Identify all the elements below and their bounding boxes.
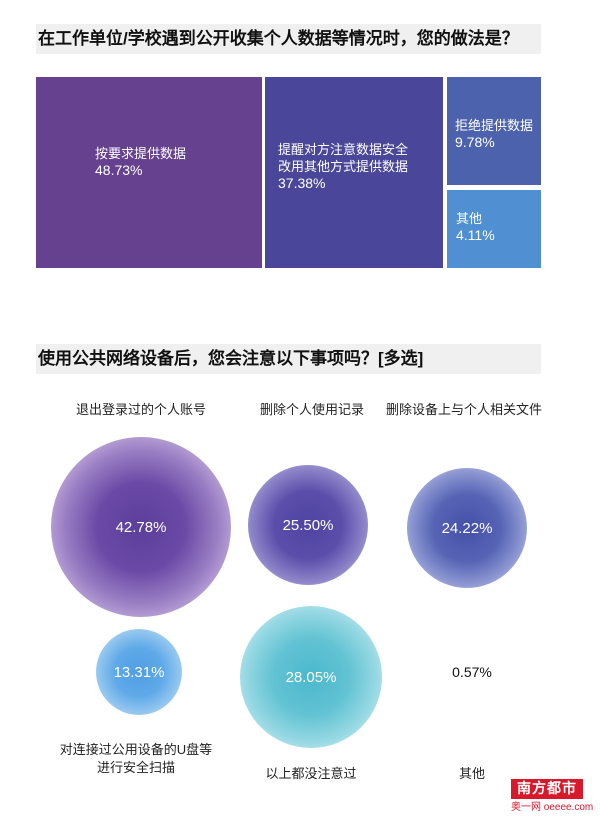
bubble-label: 其他 xyxy=(458,766,485,781)
bubble-delete-files: 24.22% xyxy=(407,468,527,588)
bubble-label: 删除设备上与个人相关文件 xyxy=(385,402,542,417)
tile-value: 48.73% xyxy=(95,162,143,178)
bubble-value: 25.50% xyxy=(282,516,334,534)
bubble-label: 删除个人使用记录 xyxy=(259,402,364,417)
publisher-logo: 南方都市報 xyxy=(511,779,583,817)
bubble-value: 24.22% xyxy=(441,519,493,537)
bubble-value: 28.05% xyxy=(285,668,337,686)
bubble-label: 退出登录过的个人账号 xyxy=(75,402,206,417)
tile-refuse: 拒绝提供数据 9.78% xyxy=(447,77,541,185)
bubble-chart-title: 使用公共网络设备后，您会注意以下事项吗？[多选] xyxy=(36,344,541,374)
bubble-value: 0.57% xyxy=(452,664,492,680)
tile-label: 其他 xyxy=(456,211,483,226)
tile-label: 提醒对方注意数据安全 改用其他方式提供数据 xyxy=(278,142,409,174)
tile-label: 按要求提供数据 xyxy=(95,146,187,161)
bubble-label: 以上都没注意过 xyxy=(265,766,357,781)
bubble-logout: 42.78% xyxy=(51,437,231,617)
bubble-delete-records: 25.50% xyxy=(248,465,368,585)
bubble-value: 13.31% xyxy=(113,663,165,681)
bubble-usb-scan: 13.31% xyxy=(96,629,182,715)
bubble-value: 42.78% xyxy=(115,518,167,536)
bubble-other: 0.57% xyxy=(438,648,506,696)
tile-value: 37.38% xyxy=(278,175,326,191)
tile-remind-security: 提醒对方注意数据安全 改用其他方式提供数据 37.38% xyxy=(265,77,443,268)
tile-value: 4.11% xyxy=(456,227,495,243)
tile-provide-data: 按要求提供数据 48.73% xyxy=(36,77,262,268)
tile-label: 拒绝提供数据 xyxy=(455,118,534,133)
tile-value: 9.78% xyxy=(455,134,495,150)
treemap-title: 在工作单位/学校遇到公开收集个人数据等情况时，您的做法是？ xyxy=(36,24,541,54)
publisher-subtext: 奥一网 oeeee.com xyxy=(511,802,594,813)
tile-other: 其他 4.11% xyxy=(447,190,541,268)
bubble-label: 对连接过公用设备的U盘等 进行安全扫描 xyxy=(59,742,213,775)
bubble-none: 28.05% xyxy=(240,606,382,748)
